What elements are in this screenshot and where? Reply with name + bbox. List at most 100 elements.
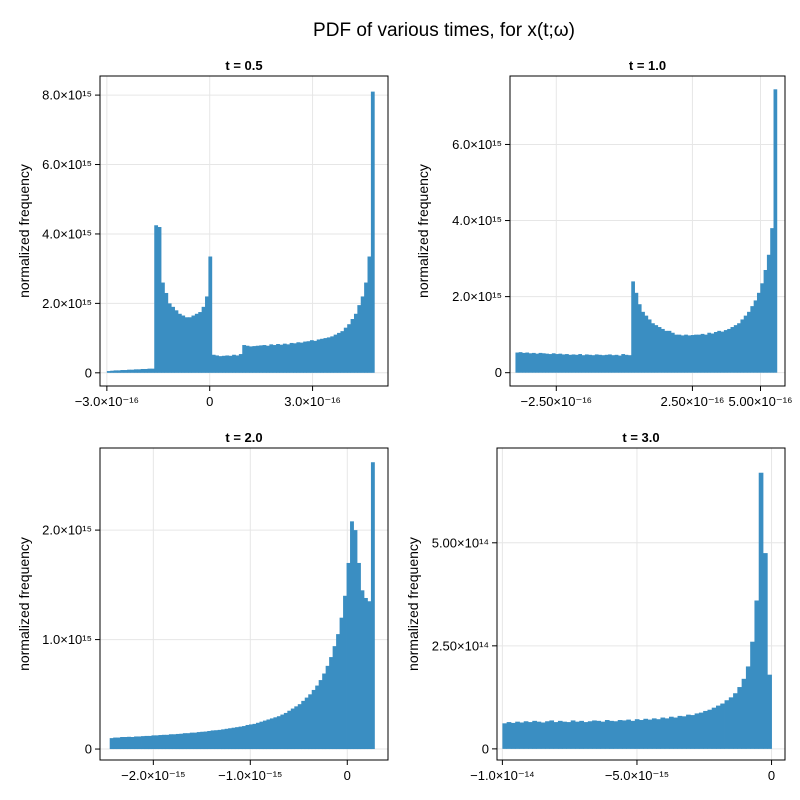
y-axis-label: normalized frequency xyxy=(415,164,431,298)
x-tick-label: 0 xyxy=(344,768,351,783)
histogram-bar xyxy=(674,334,678,373)
histogram-bar xyxy=(614,354,619,373)
histogram-bar xyxy=(148,735,152,750)
histogram-bar xyxy=(191,315,196,373)
histogram-bar xyxy=(137,369,142,373)
histogram-bar xyxy=(200,731,205,750)
histogram-bar xyxy=(144,368,148,373)
histogram-bar xyxy=(151,735,156,750)
panel-t-3-0: −1.0×10⁻¹⁴ −5.0×10⁻¹⁵ 0 0 2.50×10¹⁴ 5.00×10¹⁴… xyxy=(405,430,786,783)
histogram-bar xyxy=(238,354,243,373)
histogram-bar xyxy=(353,530,358,750)
histogram-bar xyxy=(272,345,277,373)
histogram-bar xyxy=(127,369,131,373)
histogram-bar xyxy=(282,343,287,373)
histogram-bar xyxy=(370,462,375,750)
histogram-bar xyxy=(266,719,271,750)
histogram-bar xyxy=(316,339,321,373)
histogram-bar xyxy=(255,345,260,373)
histogram-bar xyxy=(584,354,589,373)
histogram-bar xyxy=(750,641,755,749)
x-tick-label: 0 xyxy=(768,768,775,783)
histogram-bar xyxy=(540,722,546,749)
histogram-bar xyxy=(161,282,165,373)
histogram-bar xyxy=(568,354,573,373)
histogram-bar xyxy=(694,334,698,373)
histogram-bar xyxy=(326,337,331,373)
histogram-bar xyxy=(205,296,209,373)
x-tick-label: 3.0×10⁻¹⁶ xyxy=(284,394,341,409)
histogram-bar xyxy=(561,354,566,373)
histogram-bar xyxy=(217,729,222,750)
histogram-bar xyxy=(555,354,559,373)
histogram-bar xyxy=(535,353,540,373)
histogram-bar xyxy=(357,305,362,373)
histogram-bar xyxy=(252,346,257,373)
histogram-bar xyxy=(707,709,713,749)
x-tick-label: −5.0×10⁻¹⁵ xyxy=(605,768,669,783)
histogram-bar xyxy=(228,355,233,373)
histogram-bar xyxy=(311,689,316,750)
y-tick-label: 0 xyxy=(85,742,92,757)
histogram-bar xyxy=(664,330,669,373)
histogram-bar xyxy=(545,721,550,749)
histogram-bar xyxy=(184,317,189,373)
histogram-bar xyxy=(203,731,208,750)
y-tick-label: 1.0×10¹⁵ xyxy=(42,632,92,647)
histogram-bar xyxy=(694,713,700,749)
histogram-bar xyxy=(756,292,761,373)
x-tick-label: 2.50×10⁻¹⁶ xyxy=(660,394,724,409)
histogram-bar xyxy=(753,300,758,373)
histogram-bar xyxy=(336,634,340,750)
y-tick-label: 6.0×10¹⁵ xyxy=(42,157,92,172)
histogram-bar xyxy=(538,352,543,373)
histogram-bar xyxy=(578,354,583,373)
histogram-bar xyxy=(704,334,708,373)
histogram-bar xyxy=(340,331,345,373)
histogram-bar xyxy=(245,724,250,750)
histogram-bar xyxy=(690,715,696,749)
histogram-bar xyxy=(644,315,649,373)
x-tick-label: −1.0×10⁻¹⁴ xyxy=(470,768,535,783)
histogram-bar xyxy=(700,333,705,373)
histogram-bar xyxy=(286,344,291,373)
histogram-bar xyxy=(760,283,764,373)
histogram-bar xyxy=(150,368,155,373)
histogram-bar xyxy=(766,254,771,373)
histogram-bar xyxy=(634,719,640,749)
histogram-bar xyxy=(214,730,219,750)
histogram-bar xyxy=(360,296,365,373)
histogram-bar xyxy=(600,721,606,749)
histogram-bar xyxy=(506,722,512,749)
histogram-bar xyxy=(575,354,579,373)
histogram-bar xyxy=(182,733,187,750)
histogram-bar xyxy=(687,335,692,373)
histogram-bar xyxy=(273,717,278,750)
histogram-bar xyxy=(259,345,263,373)
histogram-bar xyxy=(228,728,233,750)
histogram-bar xyxy=(618,355,622,373)
panel-title: t = 3.0 xyxy=(622,430,659,445)
histogram-bar xyxy=(293,343,297,373)
histogram-bar xyxy=(673,717,678,749)
histogram-bar xyxy=(737,687,743,749)
histogram-bar xyxy=(196,732,201,750)
histogram-bar xyxy=(598,354,602,373)
histogram-bar xyxy=(617,720,623,749)
histogram-bar xyxy=(684,334,688,373)
histogram-bar xyxy=(548,354,553,373)
histogram-bar xyxy=(677,715,683,749)
histogram-bar xyxy=(357,562,361,750)
histogram-bar xyxy=(127,736,131,750)
histogram-bar xyxy=(116,737,121,750)
histogram-bar xyxy=(591,355,596,373)
histogram-bar xyxy=(323,338,328,373)
plot-frame xyxy=(99,447,389,761)
histogram-bar xyxy=(290,708,295,750)
histogram-bar xyxy=(541,353,546,373)
histogram-bar xyxy=(113,737,118,750)
histogram-bar xyxy=(622,720,627,749)
histogram-bar xyxy=(137,736,142,750)
histogram-bar xyxy=(754,600,760,749)
